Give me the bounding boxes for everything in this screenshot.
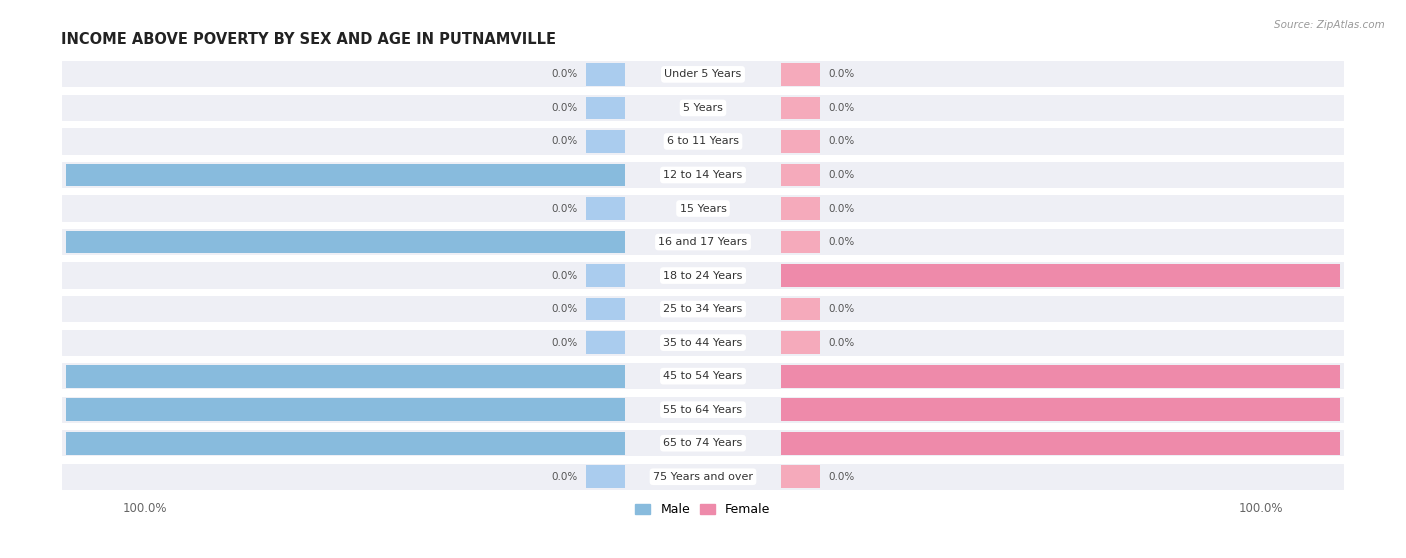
Bar: [782, 163, 820, 186]
Bar: [586, 465, 624, 488]
Text: 0.0%: 0.0%: [828, 170, 855, 180]
Bar: [60, 396, 1346, 424]
Bar: [782, 465, 820, 488]
Text: 100.0%: 100.0%: [1348, 371, 1392, 381]
Bar: [782, 230, 820, 253]
Text: 0.0%: 0.0%: [828, 103, 855, 113]
Bar: [60, 228, 1346, 256]
Bar: [66, 163, 624, 186]
Bar: [782, 398, 1340, 421]
Bar: [66, 432, 624, 455]
Text: 100.0%: 100.0%: [1348, 405, 1392, 415]
Bar: [586, 130, 624, 153]
Text: 0.0%: 0.0%: [551, 204, 578, 214]
Bar: [60, 60, 1346, 89]
Text: 0.0%: 0.0%: [828, 69, 855, 79]
Text: 65 to 74 Years: 65 to 74 Years: [664, 438, 742, 448]
Bar: [782, 130, 820, 153]
Bar: [782, 197, 820, 220]
Text: 35 to 44 Years: 35 to 44 Years: [664, 338, 742, 348]
Text: 100.0%: 100.0%: [1348, 271, 1392, 281]
Bar: [60, 463, 1346, 491]
Text: 45 to 54 Years: 45 to 54 Years: [664, 371, 742, 381]
Text: 100.0%: 100.0%: [14, 237, 58, 247]
Bar: [586, 63, 624, 86]
Bar: [60, 262, 1346, 290]
Text: 0.0%: 0.0%: [828, 338, 855, 348]
Text: Under 5 Years: Under 5 Years: [665, 69, 741, 79]
Bar: [60, 362, 1346, 390]
Bar: [782, 97, 820, 119]
Bar: [782, 432, 1340, 455]
Text: 0.0%: 0.0%: [551, 304, 578, 314]
Text: 0.0%: 0.0%: [828, 304, 855, 314]
Bar: [60, 429, 1346, 458]
Bar: [586, 298, 624, 320]
Text: 0.0%: 0.0%: [828, 137, 855, 146]
Text: 75 Years and over: 75 Years and over: [652, 472, 754, 482]
Bar: [586, 264, 624, 287]
Text: 25 to 34 Years: 25 to 34 Years: [664, 304, 742, 314]
Bar: [66, 230, 624, 253]
Bar: [782, 63, 820, 86]
Bar: [66, 365, 624, 388]
Text: Source: ZipAtlas.com: Source: ZipAtlas.com: [1274, 20, 1385, 30]
Bar: [60, 295, 1346, 323]
Bar: [586, 331, 624, 354]
Text: 0.0%: 0.0%: [828, 472, 855, 482]
Text: 0.0%: 0.0%: [551, 472, 578, 482]
Bar: [60, 94, 1346, 122]
Bar: [60, 194, 1346, 223]
Text: 18 to 24 Years: 18 to 24 Years: [664, 271, 742, 281]
Text: 5 Years: 5 Years: [683, 103, 723, 113]
Bar: [586, 197, 624, 220]
Text: 0.0%: 0.0%: [551, 338, 578, 348]
Bar: [782, 331, 820, 354]
Text: 0.0%: 0.0%: [551, 103, 578, 113]
Text: 100.0%: 100.0%: [14, 405, 58, 415]
Text: 0.0%: 0.0%: [551, 137, 578, 146]
Text: 6 to 11 Years: 6 to 11 Years: [666, 137, 740, 146]
Text: 15 Years: 15 Years: [679, 204, 727, 214]
Text: 55 to 64 Years: 55 to 64 Years: [664, 405, 742, 415]
Text: 16 and 17 Years: 16 and 17 Years: [658, 237, 748, 247]
Text: 0.0%: 0.0%: [551, 271, 578, 281]
Bar: [60, 161, 1346, 189]
Text: 100.0%: 100.0%: [1348, 438, 1392, 448]
Legend: Male, Female: Male, Female: [630, 498, 776, 521]
Bar: [782, 365, 1340, 388]
Bar: [586, 97, 624, 119]
Text: 100.0%: 100.0%: [14, 438, 58, 448]
Bar: [60, 329, 1346, 357]
Text: 100.0%: 100.0%: [14, 371, 58, 381]
Bar: [60, 127, 1346, 156]
Text: 100.0%: 100.0%: [14, 170, 58, 180]
Text: 0.0%: 0.0%: [551, 69, 578, 79]
Text: INCOME ABOVE POVERTY BY SEX AND AGE IN PUTNAMVILLE: INCOME ABOVE POVERTY BY SEX AND AGE IN P…: [60, 32, 555, 47]
Bar: [782, 298, 820, 320]
Text: 0.0%: 0.0%: [828, 237, 855, 247]
Bar: [66, 398, 624, 421]
Text: 0.0%: 0.0%: [828, 204, 855, 214]
Bar: [782, 264, 1340, 287]
Text: 12 to 14 Years: 12 to 14 Years: [664, 170, 742, 180]
